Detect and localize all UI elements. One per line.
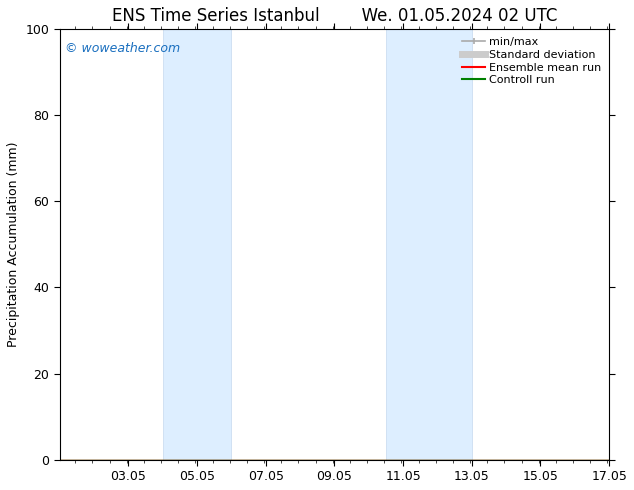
Bar xyxy=(386,29,472,460)
Text: © woweather.com: © woweather.com xyxy=(65,42,181,55)
Title: ENS Time Series Istanbul        We. 01.05.2024 02 UTC: ENS Time Series Istanbul We. 01.05.2024 … xyxy=(112,7,557,25)
Y-axis label: Precipitation Accumulation (mm): Precipitation Accumulation (mm) xyxy=(7,142,20,347)
Legend: min/max, Standard deviation, Ensemble mean run, Controll run: min/max, Standard deviation, Ensemble me… xyxy=(458,33,605,90)
Bar xyxy=(163,29,231,460)
